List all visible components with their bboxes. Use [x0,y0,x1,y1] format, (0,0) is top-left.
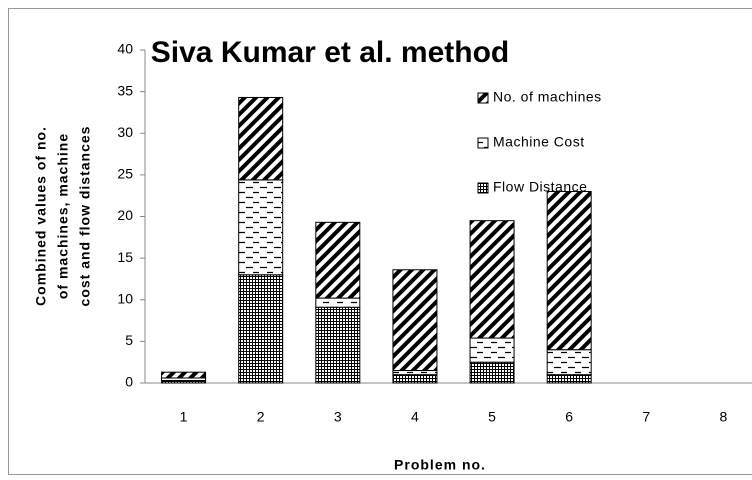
bar-segment [469,220,515,339]
bar-segment [238,274,284,384]
bar-segment [315,297,361,308]
y-axis-label: Combined values of no. [33,126,49,306]
y-axis-label: of machines, machine [55,133,71,299]
bar-segment [315,306,361,384]
y-tick-label: 40 [117,41,133,57]
bar-segment [392,374,438,384]
chart-border [8,8,752,475]
bar-segment [238,179,284,276]
bar-segment [392,269,438,372]
y-tick-label: 20 [117,207,133,223]
x-tick-label: 3 [334,409,342,425]
bar-segment [546,374,592,384]
x-axis-label: Problem no. [394,457,486,473]
bar-segment [238,96,284,181]
y-tick-label: 15 [117,249,133,265]
legend-label: No. of machines [493,89,602,105]
y-tick-label: 10 [117,290,133,306]
bar-segment [392,370,438,376]
x-tick-label: 6 [565,409,573,425]
x-tick-label: 2 [257,409,265,425]
y-tick-label: 5 [125,332,133,348]
y-tick-label: 0 [125,374,133,390]
bar-segment [161,371,207,379]
bar-segment [315,221,361,299]
bar-segment [546,191,592,351]
legend-swatch [477,182,489,194]
x-tick-label: 5 [488,409,496,425]
bar-segment [546,349,592,376]
legend-swatch [477,92,489,104]
y-tick-label: 25 [117,166,133,182]
bar-segment [469,337,515,363]
legend-label: Flow Distance [493,179,587,195]
x-tick-label: 4 [411,409,419,425]
x-tick-label: 7 [642,409,650,425]
legend-swatch [477,137,489,149]
y-tick-label: 35 [117,82,133,98]
y-tick-label: 30 [117,124,133,140]
bar-segment [469,361,515,384]
chart-title: Siva Kumar et al. method [151,36,509,69]
legend-label: Machine Cost [493,134,585,150]
x-tick-label: 8 [720,409,728,425]
y-axis-label: cost and flow distances [77,126,93,307]
x-tick-label: 1 [180,409,188,425]
